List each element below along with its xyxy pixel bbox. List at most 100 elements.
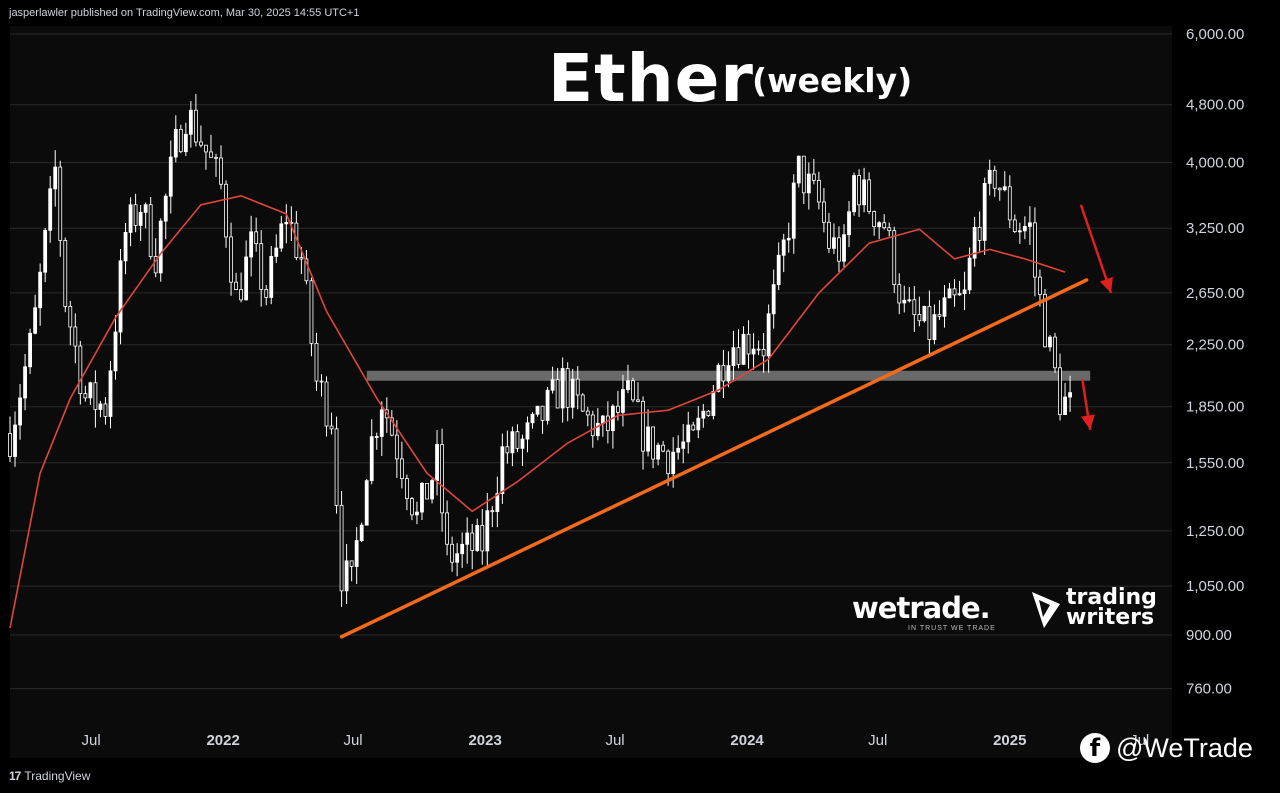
candle [902,285,907,313]
x-axis[interactable]: Jul 2022 Jul 2023 Jul 2024 Jul 2025 Jul [82,732,1150,749]
candle-body [922,305,927,322]
chart-subtitle: (weekly) [752,61,913,100]
candle [430,478,434,504]
candle [309,277,314,357]
candle [98,400,103,418]
candle-body [972,227,977,259]
x-tick-label: Jul [868,732,887,749]
candle-body [575,378,580,396]
candle-body [952,288,957,296]
candle [123,222,128,275]
y-axis[interactable]: 6,000.00 4,800.00 4,000.00 3,250.00 2,650.00… [1186,26,1244,698]
tradingview-brand[interactable]: 17 TradingView [9,769,90,783]
candle [415,501,419,525]
candle [1022,216,1027,240]
candle [691,421,696,432]
candle-body [163,195,168,222]
candle [128,197,133,247]
candle [696,406,701,439]
candle-body [339,504,344,592]
candle [907,287,912,303]
candle-body [405,478,409,499]
candle-body [475,524,480,551]
candle-body [887,227,892,232]
candle [887,222,892,237]
candle [153,238,158,278]
candle [761,333,766,373]
candle [113,315,118,380]
candle-body [666,450,671,475]
candle [324,376,329,437]
social-handle-badge[interactable]: f @WeTrade [1080,728,1253,768]
candle-body [28,332,32,368]
candle [550,366,555,394]
candle-body [605,415,610,432]
candle [796,155,801,188]
candle-body [68,306,73,328]
candle [847,201,851,248]
candle [560,357,565,423]
candle [188,101,193,148]
candle-body [480,524,485,552]
candle [229,222,233,296]
candle [349,560,354,582]
candle [495,476,500,528]
candle-body [937,314,942,317]
y-tick-label: 4,800.00 [1186,97,1244,114]
candle-body [822,201,826,223]
candle [937,300,942,320]
candle-body [957,293,962,296]
bearish-arrow-head [1081,414,1095,430]
y-tick-label: 1,550.00 [1186,455,1244,472]
candle [425,482,429,500]
chart-title: Ether [548,40,754,117]
candle-body [505,446,510,454]
candle [977,211,982,254]
plot-area[interactable] [10,26,1172,758]
trading-writers-line1: trading [1066,585,1157,610]
candle [862,167,866,213]
candle [912,286,917,332]
arrow-layer [1079,204,1113,431]
candle [334,416,339,514]
candle-body [947,288,952,299]
candle [982,177,987,255]
candle-body [510,431,515,454]
candle-body [656,444,661,460]
candle [867,172,872,214]
candle-body [394,434,399,460]
candle-body [309,280,314,344]
candle [450,536,455,572]
candle-body [264,289,269,298]
candle-body [731,347,736,367]
candle-body [681,441,686,449]
candle [806,162,811,210]
candle [555,368,560,409]
candle-body [992,169,997,189]
candle [178,124,183,154]
candle-body [369,436,374,482]
candle [244,240,249,301]
candle-body [962,289,967,295]
candle-body [143,204,148,213]
candle [631,377,635,403]
candle-body [118,260,123,333]
candle [470,523,475,570]
candle [892,226,897,294]
candle-body [1007,186,1012,221]
candle-body [389,417,394,436]
candle [580,393,585,412]
candle [354,527,359,584]
candle [58,160,63,257]
candle [219,145,223,190]
candle [997,187,1002,201]
social-handle-text: @WeTrade [1116,732,1253,763]
candle-body [229,236,233,283]
candle [570,368,575,419]
candle-body [128,204,133,233]
candle-body [726,365,731,382]
candle-body [224,183,228,238]
candle-body [450,543,455,563]
candle [641,396,645,470]
